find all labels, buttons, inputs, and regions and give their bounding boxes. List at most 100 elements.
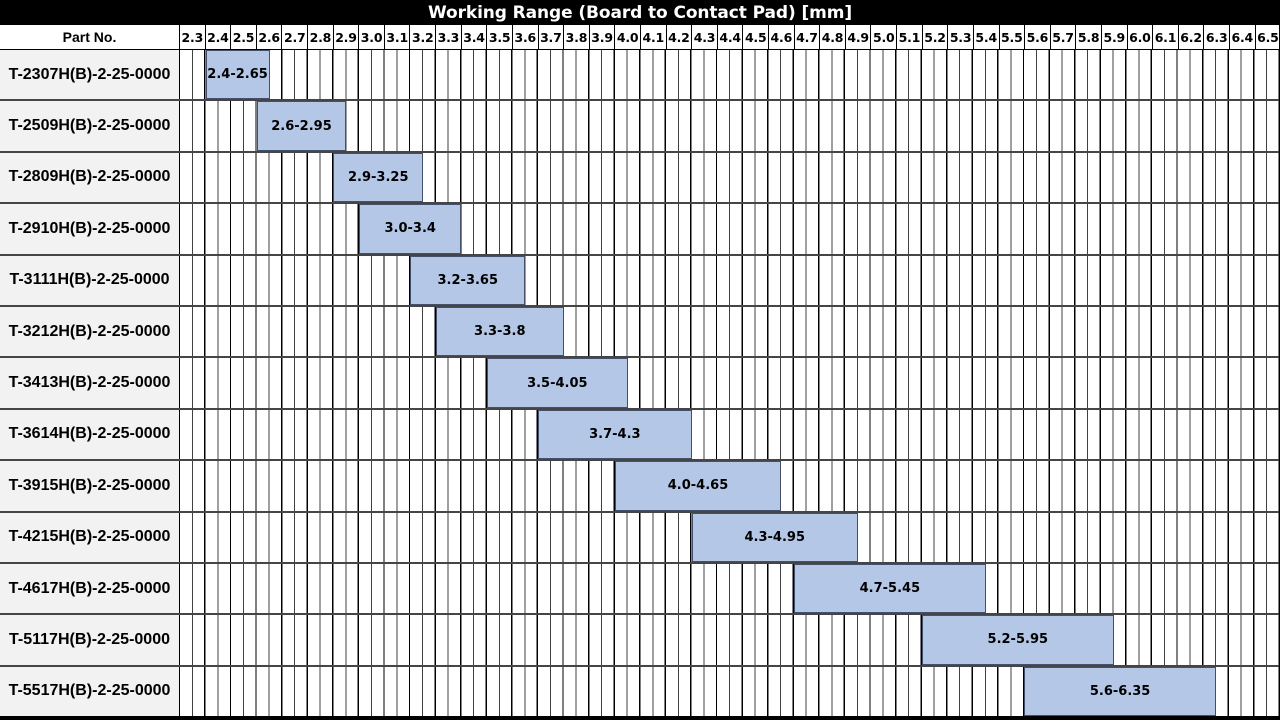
axis-tick-label: 3.7: [539, 25, 565, 49]
table-row: T-3915H(B)-2-25-0000 4.0-4.65: [0, 461, 1280, 513]
working-range-bar: 4.7-5.45: [793, 563, 986, 614]
axis-tick-label: 4.4: [718, 25, 744, 49]
part-number-label: T-4215H(B)-2-25-0000: [0, 512, 180, 562]
axis-tick-label: 4.7: [795, 25, 821, 49]
part-number-label: T-3212H(B)-2-25-0000: [0, 306, 180, 357]
row-grid-area: 5.6-6.35: [180, 666, 1280, 717]
table-row: T-5117H(B)-2-25-0000 5.2-5.95: [0, 615, 1280, 667]
table-row: T-4617H(B)-2-25-0000 4.7-5.45: [0, 563, 1280, 616]
table-row: T-3413H(B)-2-25-0000 3.5-4.05: [0, 358, 1280, 410]
part-number-label: T-3614H(B)-2-25-0000: [0, 409, 180, 460]
axis-tick-label: 2.8: [308, 25, 334, 49]
part-number-label: T-2307H(B)-2-25-0000: [0, 50, 180, 100]
working-range-bar: 2.9-3.25: [333, 152, 424, 203]
working-range-label: 4.7-5.45: [859, 581, 921, 597]
working-range-bar: 3.2-3.65: [410, 255, 526, 305]
row-grid-area: 2.4-2.65: [180, 50, 1280, 100]
axis-tick-label: 4.2: [667, 25, 693, 49]
axis-tick-label: 3.2: [410, 25, 437, 49]
axis-tick-label: 3.0: [359, 25, 385, 49]
axis-tick-label: 5.1: [897, 25, 923, 49]
working-range-label: 3.2-3.65: [437, 272, 499, 288]
axis-tick-label: 5.5: [1000, 25, 1026, 49]
axis-tick-label: 2.6: [257, 25, 283, 49]
row-grid-area: 2.6-2.95: [180, 101, 1280, 151]
working-range-bar: 4.0-4.65: [614, 461, 782, 511]
table-row: T-4215H(B)-2-25-0000 4.3-4.95: [0, 512, 1280, 564]
working-range-label: 5.6-6.35: [1089, 683, 1151, 699]
working-range-label: 3.5-4.05: [527, 375, 588, 391]
part-number-label: T-5117H(B)-2-25-0000: [0, 615, 180, 665]
axis-tick-label: 5.4: [974, 25, 1000, 49]
axis-tick-label: 3.6: [513, 25, 539, 49]
part-number-label: T-3111H(B)-2-25-0000: [0, 255, 180, 305]
chart-rows: T-2307H(B)-2-25-0000 2.4-2.65 T-2509H(B)-2…: [0, 50, 1280, 717]
working-range-label: 2.9-3.25: [348, 169, 409, 185]
working-range-bar: 3.0-3.4: [359, 204, 462, 254]
part-number-label: T-2809H(B)-2-25-0000: [0, 152, 180, 203]
working-range-label: 2.4-2.65: [207, 67, 268, 83]
working-range-bar: 3.7-4.3: [538, 409, 692, 460]
axis-tick-label: 2.9: [334, 25, 360, 49]
axis-tick-label: 5.2: [923, 25, 949, 49]
axis-tick-label: 4.9: [846, 25, 872, 49]
working-range-label: 4.3-4.95: [744, 529, 806, 545]
working-range-label: 3.3-3.8: [474, 324, 526, 340]
working-range-bar: 2.4-2.65: [205, 50, 270, 100]
row-grid-area: 2.9-3.25: [180, 152, 1280, 203]
working-range-bar: 3.5-4.05: [486, 358, 628, 408]
row-grid-area: 3.0-3.4: [180, 204, 1280, 254]
row-grid-area: 3.7-4.3: [180, 409, 1280, 460]
axis-tick-label: 4.5: [743, 25, 770, 49]
row-grid-area: 4.7-5.45: [180, 563, 1280, 614]
axis-tick-label: 3.3: [436, 25, 462, 49]
part-number-label: T-2509H(B)-2-25-0000: [0, 101, 180, 151]
axis-tick-label: 3.5: [487, 25, 513, 49]
axis-tick-label: 6.1: [1153, 25, 1179, 49]
axis-tick-label: 4.8: [820, 25, 846, 49]
table-row: T-3212H(B)-2-25-0000 3.3-3.8: [0, 306, 1280, 359]
axis-tick-label: 2.4: [206, 25, 232, 49]
axis-tick-label: 6.4: [1230, 25, 1256, 49]
axis-tick-label: 4.6: [769, 25, 795, 49]
working-range-bar: 5.6-6.35: [1024, 666, 1217, 717]
axis-tick-label: 3.4: [462, 25, 488, 49]
table-row: T-3614H(B)-2-25-0000 3.7-4.3: [0, 409, 1280, 462]
row-grid-area: 4.0-4.65: [180, 461, 1280, 511]
working-range-label: 3.7-4.3: [589, 426, 641, 442]
axis-tick-label: 5.7: [1051, 25, 1077, 49]
table-row: T-5517H(B)-2-25-0000 5.6-6.35: [0, 666, 1280, 717]
working-range-label: 4.0-4.65: [667, 478, 729, 494]
chart-title: Working Range (Board to Contact Pad) [mm…: [0, 0, 1280, 25]
row-grid-area: 5.2-5.95: [180, 615, 1280, 665]
axis-tick-label: 5.6: [1025, 25, 1051, 49]
working-range-label: 2.6-2.95: [271, 118, 332, 134]
part-number-label: T-2910H(B)-2-25-0000: [0, 204, 180, 254]
axis-tick-labels: 2.3 2.4 2.5 2.6 2.7 2.8 2.9 3.0 3.1 3.2 3.3 3.4 3.5 3…: [180, 25, 1280, 49]
table-row: T-2910H(B)-2-25-0000 3.0-3.4: [0, 204, 1280, 256]
working-range-bar: 4.3-4.95: [691, 512, 858, 562]
row-grid-area: 3.3-3.8: [180, 306, 1280, 357]
part-number-label: T-3413H(B)-2-25-0000: [0, 358, 180, 408]
axis-tick-label: 5.9: [1102, 25, 1128, 49]
axis-tick-label: 6.0: [1128, 25, 1154, 49]
axis-tick-label: 4.0: [615, 25, 641, 49]
row-grid-area: 4.3-4.95: [180, 512, 1280, 562]
axis-tick-label: 3.8: [564, 25, 590, 49]
axis-tick-label: 4.1: [641, 25, 667, 49]
part-number-label: T-4617H(B)-2-25-0000: [0, 563, 180, 614]
axis-tick-label: 5.0: [871, 25, 898, 49]
axis-tick-label: 2.7: [282, 25, 309, 49]
part-number-label: T-5517H(B)-2-25-0000: [0, 666, 180, 717]
bottom-border-strip: [0, 716, 1280, 720]
table-row: T-2307H(B)-2-25-0000 2.4-2.65: [0, 50, 1280, 102]
axis-tick-label: 2.3: [180, 25, 206, 49]
table-row: T-2809H(B)-2-25-0000 2.9-3.25: [0, 152, 1280, 205]
axis-tick-label: 6.2: [1179, 25, 1205, 49]
axis-tick-label: 2.5: [231, 25, 257, 49]
axis-tick-label: 5.3: [948, 25, 974, 49]
table-right-border: [1278, 25, 1280, 720]
table-row: T-2509H(B)-2-25-0000 2.6-2.95: [0, 101, 1280, 153]
axis-header-row: Part No. 2.3 2.4 2.5 2.6 2.7 2.8 2.9 3.0 3.1 3.2 3…: [0, 25, 1280, 50]
